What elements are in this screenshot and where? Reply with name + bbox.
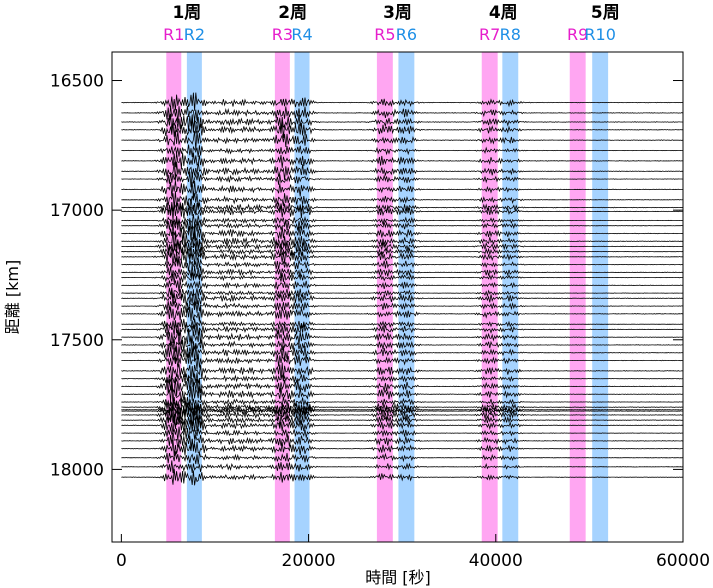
plot-area-border [111,51,684,543]
band-label-r5: R5 [374,25,395,44]
trace-49 [121,460,684,474]
trace-24 [121,287,684,299]
trace-21 [121,263,684,281]
trace-27 [121,306,684,322]
trace-40 [121,401,684,417]
band-r10 [592,52,609,542]
trace-33 [121,352,684,370]
orbit-label-2: 2周 [278,3,307,23]
x-tick-label-2: 40000 [469,551,523,571]
band-label-r7: R7 [479,25,500,44]
trace-15 [121,222,684,243]
trace-18 [121,244,684,260]
trace-7 [121,161,684,181]
trace-37 [121,383,684,405]
band-r7 [481,52,498,542]
trace-26 [121,300,684,313]
trace-19 [121,247,684,266]
trace-9 [121,180,684,199]
x-axis-title: 時間 [秒] [365,568,431,587]
y-tick-label-0: 16500 [50,72,104,92]
plot-frame [111,51,684,543]
trace-13 [121,214,684,227]
y-tick-label-3: 18000 [50,460,104,480]
band-r9 [569,52,586,542]
trace-5 [121,144,684,158]
trace-38 [121,396,684,410]
trace-6 [121,152,684,169]
trace-28 [121,318,684,330]
trace-47 [121,438,683,456]
trace-46 [121,431,684,450]
x-tick-label-3: 60000 [656,551,710,571]
trace-17 [121,238,684,253]
trace-10 [121,191,684,209]
trace-31 [121,335,683,356]
y-tick-label-1: 17000 [50,201,104,221]
trace-50 [121,468,683,486]
trace-25 [121,289,684,308]
band-label-r4: R4 [291,25,312,44]
trace-48 [121,451,684,465]
y-tick-label-2: 17500 [50,331,104,351]
x-tick-label-0: 0 [116,551,127,571]
orbit-label-3: 3周 [383,3,412,23]
trace-34 [121,362,684,383]
band-label-r10: R10 [584,25,615,44]
trace-29 [121,320,684,336]
trace-36 [121,376,684,397]
trace-2 [121,113,684,132]
band-label-r8: R8 [500,25,521,44]
band-label-r3: R3 [272,25,293,44]
trace-43 [121,413,684,428]
trace-3 [121,117,684,139]
x-tick-label-1: 20000 [282,551,336,571]
trace-1 [121,105,684,123]
trace-12 [121,202,683,221]
trace-14 [121,218,684,233]
orbit-label-5: 5周 [591,3,620,23]
trace-22 [121,272,683,283]
orbit-label-1: 1周 [172,3,201,23]
trace-8 [121,171,684,188]
orbit-label-4: 4周 [489,3,518,23]
trace-11 [121,198,684,216]
trace-42 [121,406,684,426]
trace-30 [121,327,684,347]
trace-41 [121,404,684,419]
trace-0 [121,92,684,111]
band-label-r9: R9 [567,25,588,44]
trace-35 [121,372,684,386]
band-label-r1: R1 [163,25,184,44]
trace-44 [121,417,684,434]
band-label-r2: R2 [184,25,205,44]
band-label-r6: R6 [396,25,417,44]
trace-32 [121,344,684,364]
axis-ticks: 0 20000 40000 60000 16500 17000 17500 18000 [50,72,710,571]
trace-16 [121,230,683,254]
trace-45 [121,426,684,441]
y-axis-title: 距離 [km] [3,260,22,334]
seismic-traces [121,92,684,486]
trace-23 [121,280,684,292]
trace-4 [121,130,684,151]
trace-20 [121,257,684,272]
